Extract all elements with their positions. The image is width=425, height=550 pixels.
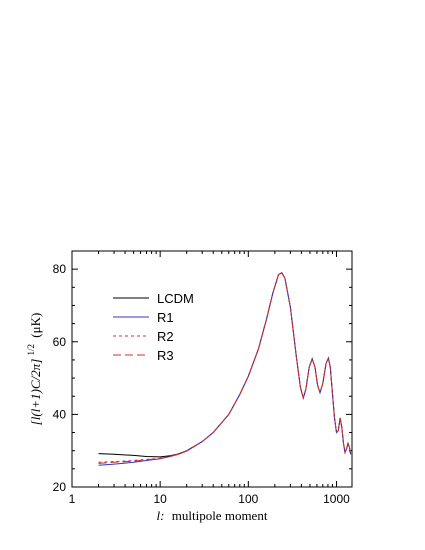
axis-ticks bbox=[71, 250, 352, 488]
legend-label-lcdm: LCDM bbox=[157, 291, 194, 306]
x-tick-label: 1 bbox=[69, 492, 76, 506]
legend: LCDM R1 R2 R3 bbox=[113, 291, 194, 363]
series-lines bbox=[98, 272, 352, 466]
y-tick-label: 40 bbox=[53, 407, 67, 421]
legend-label-r1: R1 bbox=[157, 310, 174, 325]
y-axis-label: [l(l+1)C/2π] 1/2 (μK) bbox=[22, 313, 43, 426]
series-line-r2 bbox=[98, 272, 352, 463]
x-axis-label: l: multipole moment bbox=[157, 508, 268, 523]
x-axis-label-symbol: l: bbox=[157, 508, 165, 523]
y-tick-label: 60 bbox=[53, 335, 67, 349]
y-tick-label: 20 bbox=[53, 480, 67, 494]
axis-tick-labels: 1 10 100 1000 20 40 60 80 bbox=[53, 262, 351, 506]
series-line-lcdm bbox=[98, 272, 352, 458]
y-axis-label-symbol: [l(l+1)C/2π] bbox=[28, 359, 43, 426]
x-axis-label-text: multipole moment bbox=[172, 508, 268, 523]
series-line-r1 bbox=[98, 272, 352, 466]
y-tick-label: 80 bbox=[53, 262, 67, 276]
y-axis-label-unit: (μK) bbox=[28, 313, 43, 338]
legend-label-r2: R2 bbox=[157, 329, 174, 344]
x-tick-label: 1000 bbox=[323, 492, 350, 506]
series-line-r3 bbox=[98, 272, 352, 464]
y-axis-label-exponent: 1/2 bbox=[26, 344, 36, 356]
x-tick-label: 100 bbox=[238, 492, 258, 506]
plot-frame bbox=[71, 250, 353, 488]
x-tick-label: 10 bbox=[153, 492, 167, 506]
legend-label-r3: R3 bbox=[157, 348, 174, 363]
